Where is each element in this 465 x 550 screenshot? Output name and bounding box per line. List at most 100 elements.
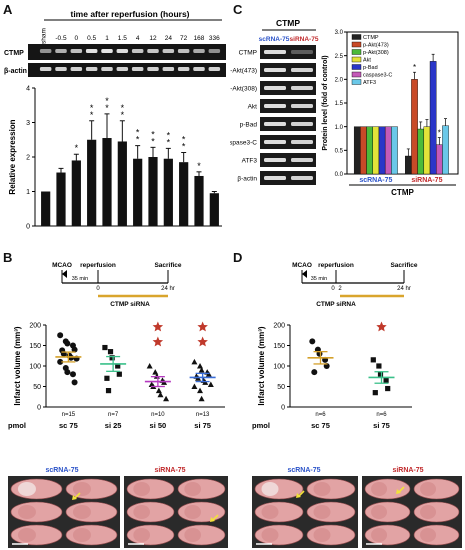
ctmp-band bbox=[162, 49, 175, 53]
blot-band bbox=[291, 122, 313, 126]
data-point bbox=[372, 390, 378, 396]
beta-actin-band bbox=[55, 67, 67, 71]
significance-star: * bbox=[90, 103, 94, 113]
timeline-duration: 35 min bbox=[311, 276, 328, 282]
y-tick-label: 3.0 bbox=[335, 30, 344, 36]
time-label: 72 bbox=[180, 35, 188, 42]
legend-label: p-Akt(473) bbox=[363, 43, 389, 49]
y-axis-label: Infarct volume (mm³) bbox=[13, 326, 22, 405]
ctmp-band bbox=[116, 49, 129, 53]
y-tick-label: 2.5 bbox=[335, 54, 344, 60]
significance-star bbox=[152, 336, 164, 347]
data-point bbox=[116, 371, 122, 377]
beta-actin-band bbox=[39, 67, 52, 71]
blot-band bbox=[291, 50, 313, 54]
bar bbox=[179, 162, 189, 226]
n-label: n=6 bbox=[376, 412, 387, 418]
timeline-treatment: CTMP siRNA bbox=[316, 301, 356, 308]
bar bbox=[417, 128, 425, 175]
x-tick-label: siRNA-75 bbox=[411, 177, 442, 184]
data-point bbox=[104, 375, 110, 381]
significance-star: * bbox=[197, 161, 201, 171]
significance-star: * bbox=[151, 129, 155, 139]
bar bbox=[71, 160, 81, 226]
blot-band bbox=[291, 140, 313, 144]
data-point bbox=[311, 369, 318, 376]
blot-label: p-Akt(308) bbox=[230, 86, 257, 93]
bar bbox=[163, 158, 173, 226]
blot-strip bbox=[260, 81, 316, 95]
data-point bbox=[191, 358, 198, 365]
panel-c-header: CTMP bbox=[276, 18, 300, 28]
bar bbox=[366, 126, 373, 175]
bar bbox=[209, 193, 219, 226]
beta-actin-band bbox=[193, 67, 205, 71]
time-label: 24 bbox=[165, 35, 173, 42]
blot-strip bbox=[260, 63, 316, 77]
data-point bbox=[115, 363, 121, 369]
timeline-duration: 35 min bbox=[72, 276, 89, 282]
bar bbox=[56, 172, 66, 226]
timeline-mcao-label: MCAO bbox=[52, 262, 72, 269]
bar bbox=[442, 125, 449, 175]
y-tick-label: 0 bbox=[281, 405, 285, 412]
blot-band bbox=[264, 158, 286, 162]
data-point bbox=[197, 387, 204, 394]
ctmp-band bbox=[101, 49, 113, 53]
legend-swatch bbox=[351, 71, 362, 78]
time-label: 4 bbox=[136, 35, 140, 42]
bar bbox=[87, 139, 97, 226]
data-point bbox=[102, 344, 108, 351]
significance-star: * bbox=[121, 110, 125, 120]
brain-section-image bbox=[252, 476, 358, 548]
time-label: 0 bbox=[75, 35, 79, 42]
x-tick-label: si 50 bbox=[150, 421, 167, 430]
blot-band bbox=[291, 158, 313, 162]
bar bbox=[353, 126, 361, 175]
legend-label: p-Bad bbox=[363, 65, 378, 71]
y-axis-label: Protein level (fold of control) bbox=[322, 55, 329, 150]
blot-label: Caspase3-C bbox=[230, 140, 257, 147]
timeline-t0: 0 bbox=[331, 286, 335, 292]
legend-label: p-Akt(308) bbox=[363, 50, 389, 56]
blot-band bbox=[264, 122, 286, 126]
significance-star: * bbox=[182, 135, 186, 145]
bar bbox=[378, 126, 386, 175]
timeline-t24: 24 hr bbox=[397, 286, 411, 292]
legend-swatch bbox=[351, 34, 362, 40]
y-tick-label: 200 bbox=[29, 323, 41, 330]
blot-label: Akt bbox=[248, 104, 258, 111]
blot-label: p-Akt(473) bbox=[230, 68, 257, 75]
n-label: n=10 bbox=[151, 412, 165, 418]
ctmp-band bbox=[131, 49, 144, 53]
ctmp-band bbox=[55, 49, 67, 53]
significance-star: * bbox=[136, 135, 140, 145]
image-label-scrna-d: scRNA-75 bbox=[287, 467, 320, 474]
blot-strip bbox=[260, 99, 316, 113]
blot-label: CTMP bbox=[239, 50, 257, 57]
time-label: 168 bbox=[194, 35, 205, 42]
timeline-b: MCAO reperfusion Sacrifice 35 min 0 24 h… bbox=[52, 262, 182, 308]
time-label: sham bbox=[41, 28, 48, 44]
x-tick-label: si 25 bbox=[105, 421, 122, 430]
data-point bbox=[163, 395, 170, 402]
bar bbox=[411, 79, 418, 175]
blot-band bbox=[291, 68, 313, 72]
y-tick-label: 2.0 bbox=[335, 78, 344, 84]
blot-strip bbox=[260, 117, 316, 131]
y-axis-label: Relative expression bbox=[8, 119, 17, 194]
data-point bbox=[71, 379, 78, 386]
data-point bbox=[370, 357, 376, 363]
significance-star bbox=[376, 321, 387, 332]
panel-a-header: time after reperfusion (hours) bbox=[70, 9, 189, 19]
time-label: -0.5 bbox=[55, 35, 67, 42]
blot-band bbox=[264, 50, 286, 54]
image-label-sirna-d: siRNA-75 bbox=[392, 467, 423, 474]
y-tick-label: 0 bbox=[37, 405, 41, 412]
data-point bbox=[155, 387, 162, 394]
y-tick-label: 3 bbox=[26, 120, 30, 127]
significance-star: * bbox=[105, 103, 109, 113]
blot-strip bbox=[260, 171, 316, 185]
blot-band bbox=[291, 176, 313, 180]
beta-actin-band bbox=[85, 67, 98, 71]
